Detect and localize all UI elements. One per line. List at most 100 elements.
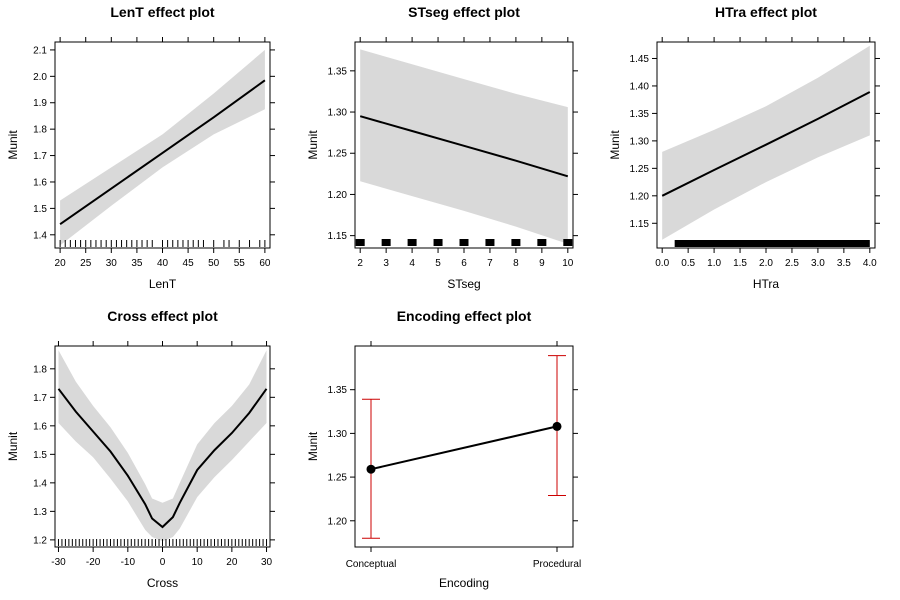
x-tick-label: 10 — [192, 557, 204, 568]
y-tick-label: 1.4 — [33, 230, 47, 241]
rug-mark — [407, 239, 417, 246]
fit-line — [59, 79, 266, 226]
rug-mark — [355, 239, 365, 246]
y-tick-label: 1.35 — [328, 385, 348, 396]
panel-frame — [354, 345, 574, 548]
y-tick-label: 1.35 — [630, 109, 650, 120]
fit-line — [661, 91, 871, 197]
panel-title: STseg effect plot — [408, 4, 520, 20]
y-tick-label: 1.5 — [33, 204, 47, 215]
y-tick-label: 1.30 — [328, 429, 348, 440]
panel-title: LenT effect plot — [110, 4, 215, 20]
y-tick-label: 1.20 — [630, 191, 650, 202]
x-tick-label: 8 — [513, 258, 519, 269]
y-tick-label: 1.45 — [630, 54, 650, 65]
effect-panel-5: Encoding effect plot 1.20 1.25 1.30 1.35 Conc… — [306, 308, 581, 590]
x-tick-label: 3.5 — [837, 258, 851, 269]
error-bar — [548, 355, 566, 496]
x-tick-label: 45 — [183, 258, 195, 269]
y-tick-label: 1.6 — [33, 177, 47, 188]
y-tick-label: 1.30 — [630, 136, 650, 147]
y-tick-label: 1.25 — [630, 164, 650, 175]
rug-marks — [59, 240, 266, 247]
x-tick-label: 2.5 — [785, 258, 799, 269]
x-tick-label: 6 — [461, 258, 467, 269]
y-tick-label: 1.15 — [328, 231, 348, 242]
x-tick-label: 0.0 — [655, 258, 669, 269]
rug-marks — [57, 539, 268, 546]
fit-point — [552, 421, 562, 431]
y-tick-label: 1.4 — [33, 478, 47, 489]
effect-panel-4: Cross effect plot 1.2 1.3 1.4 1.5 1.6 1.7 1.8 -3… — [6, 308, 275, 590]
x-tick-label: 1.5 — [733, 258, 747, 269]
rug-marks — [355, 239, 573, 246]
x-tick-label: 20 — [226, 557, 238, 568]
y-tick-label: 1.3 — [33, 507, 47, 518]
rug-mark — [433, 239, 443, 246]
error-bar — [362, 398, 380, 539]
y-tick-label: 1.7 — [33, 393, 47, 404]
rug-marks — [674, 240, 870, 247]
rug-mark — [511, 239, 521, 246]
y-tick-label: 1.5 — [33, 450, 47, 461]
y-tick-label: 2.1 — [33, 45, 47, 56]
x-tick-label: 3.0 — [811, 258, 825, 269]
x-tick-label: 0.5 — [681, 258, 695, 269]
confidence-band — [662, 45, 870, 240]
x-tick-label: 25 — [80, 258, 92, 269]
rug-dense — [675, 240, 870, 247]
x-tick-label: 7 — [487, 258, 493, 269]
x-tick-label: 55 — [234, 258, 246, 269]
rug-mark — [381, 239, 391, 246]
x-tick-label: 30 — [261, 557, 273, 568]
x-axis-label: HTra — [753, 277, 780, 291]
x-tick-label: 4 — [409, 258, 415, 269]
fit-line — [359, 115, 569, 178]
x-tick-label: 50 — [208, 258, 220, 269]
y-tick-label: 1.20 — [328, 516, 348, 527]
x-tick-label: 1.0 — [707, 258, 721, 269]
panel-title: HTra effect plot — [715, 4, 817, 20]
fit-line — [370, 425, 558, 471]
fit-line — [57, 388, 268, 529]
effect-panel-3: HTra effect plot 1.15 1.20 1.25 1.30 1.35 1.40… — [608, 4, 880, 291]
y-tick-label: 1.2 — [33, 535, 47, 546]
x-axis-label: STseg — [447, 277, 480, 291]
x-tick-label: 40 — [157, 258, 169, 269]
y-axis-label: Munit — [608, 130, 622, 160]
effect-panel-1: LenT effect plot 1.4 1.5 1.6 1.7 1.8 1.9 2.0 2.1… — [6, 4, 275, 291]
rug-mark — [459, 239, 469, 246]
y-tick-label: 1.30 — [328, 108, 348, 119]
y-tick-label: 1.8 — [33, 125, 47, 136]
y-axis-label: Munit — [6, 431, 20, 461]
x-axis-label: LenT — [149, 277, 177, 291]
effect-panel-2: STseg effect plot 1.15 1.20 1.25 1.30 1.35 2 3 4… — [306, 4, 578, 291]
y-tick-label: 1.15 — [630, 219, 650, 230]
x-tick-label: 30 — [106, 258, 118, 269]
y-axis-label: Munit — [6, 130, 20, 160]
y-tick-label: 1.6 — [33, 421, 47, 432]
x-tick-label: 3 — [383, 258, 389, 269]
x-tick-label: 4.0 — [863, 258, 877, 269]
x-tick-label: 20 — [55, 258, 67, 269]
rug-mark — [563, 239, 573, 246]
x-tick-label: -10 — [121, 557, 136, 568]
x-tick-label: 2 — [357, 258, 363, 269]
x-axis-label: Cross — [147, 576, 178, 590]
y-tick-label: 1.9 — [33, 98, 47, 109]
confidence-band — [58, 350, 267, 542]
x-tick-label: 35 — [131, 258, 143, 269]
y-tick-label: 1.25 — [328, 473, 348, 484]
y-tick-label: 2.0 — [33, 72, 47, 83]
rug-mark — [485, 239, 495, 246]
x-tick-label: 0 — [160, 557, 166, 568]
x-tick-label: 5 — [435, 258, 441, 269]
y-tick-label: 1.25 — [328, 149, 348, 160]
x-tick-label: 2.0 — [759, 258, 773, 269]
y-axis-label: Munit — [306, 130, 320, 160]
x-tick-label: -30 — [51, 557, 66, 568]
x-tick-label: Procedural — [533, 559, 581, 570]
y-axis-label: Munit — [306, 431, 320, 461]
x-tick-label: 9 — [539, 258, 545, 269]
y-tick-label: 1.7 — [33, 151, 47, 162]
